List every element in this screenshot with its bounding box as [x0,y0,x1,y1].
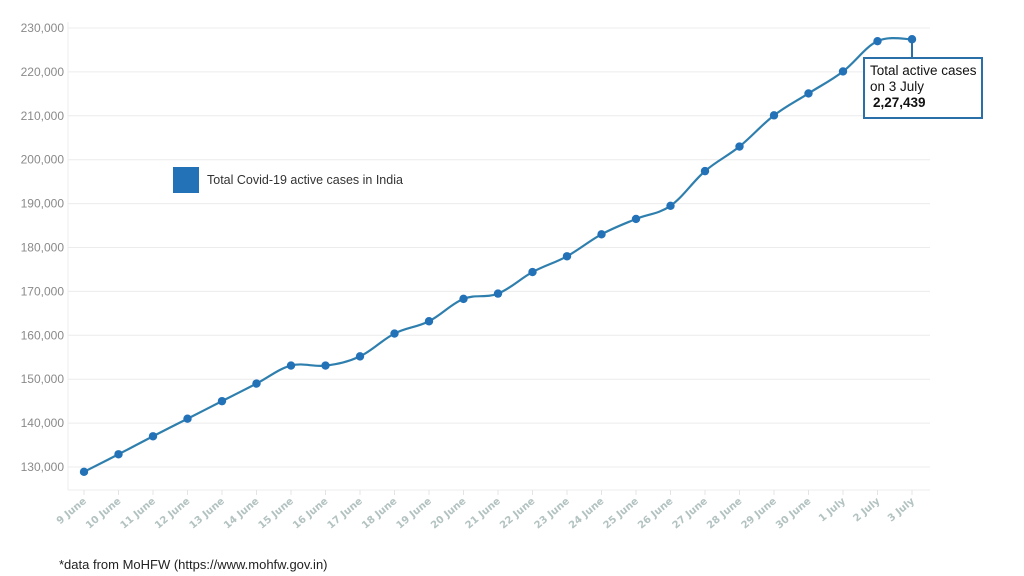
data-point [838,67,848,76]
y-tick-label: 140,000 [21,416,65,430]
data-point [459,294,468,304]
x-tick-label: 14 June [222,496,262,532]
series-line [83,37,913,473]
data-point [528,267,537,277]
data-point [183,414,192,423]
x-tick-label: 19 June [395,496,435,532]
x-tick-label: 27 June [671,496,711,532]
legend-swatch [173,167,199,193]
x-tick-label: 23 June [533,496,573,532]
callout-line1: Total active cases [870,63,977,78]
x-tick-label: 13 June [188,496,228,532]
data-point [873,36,882,46]
data-point [390,329,399,338]
data-point [700,166,710,176]
data-point [562,252,572,261]
x-tick-label: 18 June [360,496,400,532]
x-tick-label: 29 June [740,496,780,532]
data-point [631,214,641,224]
x-tick-label: 12 June [153,496,193,532]
y-tick-label: 220,000 [21,65,65,79]
data-point [735,142,744,151]
x-tick-label: 3 July [886,496,917,525]
x-tick-label: 2 July [851,496,882,525]
annotation-callout: Total active cases on 3 July 2,27,439 [863,57,983,119]
x-tick-label: 1 July [817,496,848,525]
x-tick-label: 26 June [636,496,676,532]
y-axis: 130,000 140,000 150,000 160,000 170,000 180,0… [21,21,65,474]
data-point [321,361,330,370]
data-point [493,289,503,298]
x-tick-label: 28 June [705,496,745,532]
data-point [252,379,261,388]
x-tick-label: 17 June [326,496,366,532]
x-tick-label: 24 June [567,496,607,532]
y-tick-label: 210,000 [21,109,65,123]
callout-value: 2,27,439 [873,95,926,110]
y-tick-label: 180,000 [21,241,65,255]
y-tick-label: 170,000 [21,284,65,298]
data-point [804,89,813,98]
data-point [148,432,158,441]
y-tick-label: 130,000 [21,460,65,474]
data-point [769,111,779,120]
x-tick-label: 15 June [257,496,297,532]
y-tick-label: 230,000 [21,21,65,35]
x-tick-label: 30 June [774,496,814,532]
x-tick-label: 16 June [291,496,331,532]
x-tick-label: 11 June [119,496,159,532]
x-tick-label: 22 June [498,496,538,532]
callout-line2: on 3 July [870,79,925,94]
data-point [286,361,296,370]
x-tick-label: 20 June [429,496,469,532]
y-tick-label: 190,000 [21,197,65,211]
y-tick-label: 160,000 [21,328,65,342]
data-point [424,317,434,326]
x-tick-label: 25 June [602,496,642,532]
source-footnote: *data from MoHFW (https://www.mohfw.gov.… [59,557,328,572]
data-point [666,201,675,210]
data-point [355,352,365,361]
data-point [114,450,123,459]
y-tick-label: 150,000 [21,372,65,386]
y-tick-label: 200,000 [21,153,65,167]
data-point [597,230,606,239]
data-point [79,467,89,477]
gridlines [67,22,930,491]
x-tick-label: 21 June [464,496,504,532]
legend-label: Total Covid-19 active cases in India [207,173,403,187]
x-tick-label: 10 June [84,496,124,532]
series-active-cases [79,35,917,477]
data-point [217,396,227,406]
legend: Total Covid-19 active cases in India [173,167,403,193]
